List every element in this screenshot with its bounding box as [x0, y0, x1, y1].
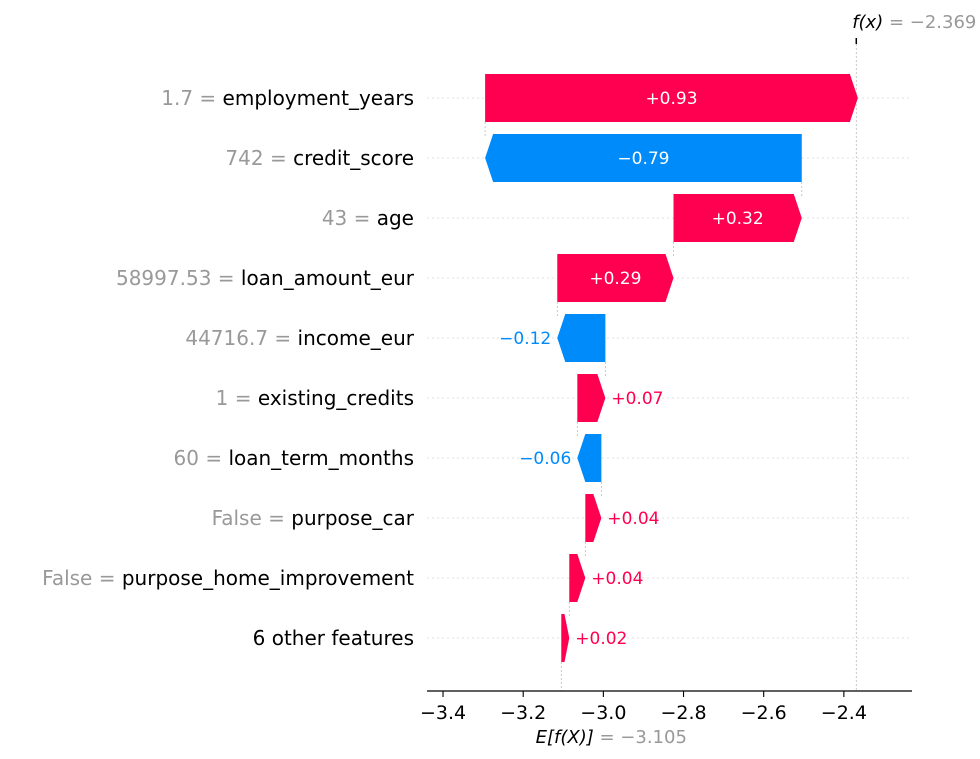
- base-value-text: = −3.105: [594, 727, 687, 748]
- bar-value-label: +0.93: [645, 89, 697, 109]
- feature-value: 44716.7 =: [185, 326, 297, 350]
- feature-name: existing_credits: [258, 386, 414, 410]
- waterfall-bar: [557, 314, 606, 362]
- base-value-label: E[f(X)]: [536, 727, 594, 748]
- waterfall-bar: [485, 74, 858, 122]
- feature-name: employment_years: [223, 86, 414, 110]
- waterfall-bar: [585, 494, 602, 542]
- feature-name: credit_score: [293, 146, 414, 170]
- feature-value: False =: [42, 566, 122, 590]
- bar-value-label: −0.06: [519, 449, 571, 469]
- feature-label: 742 = credit_score: [225, 146, 414, 170]
- feature-label: 60 = loan_term_months: [174, 446, 414, 470]
- feature-label: False = purpose_car: [212, 506, 415, 530]
- connectors: [484, 44, 857, 691]
- x-tick-label: −3.2: [500, 702, 546, 724]
- waterfall-bar: [577, 434, 602, 482]
- waterfall-bar: [485, 134, 802, 182]
- bar-value-label: +0.32: [712, 209, 764, 229]
- bar-value-label: +0.02: [575, 629, 627, 649]
- waterfall-bar: [577, 374, 606, 422]
- feature-name: income_eur: [298, 326, 415, 350]
- base-value-annotation: E[f(X)] = −3.105: [536, 727, 687, 748]
- feature-value: 43 =: [322, 206, 377, 230]
- bar-value-label: −0.79: [617, 149, 669, 169]
- feature-label: 44716.7 = income_eur: [185, 326, 414, 350]
- feature-name: 6 other features: [253, 626, 414, 650]
- feature-label: False = purpose_home_improvement: [42, 566, 414, 590]
- x-tick-label: −3.4: [420, 702, 466, 724]
- feature-value: 1.7 =: [161, 86, 222, 110]
- output-value-label: f(x): [852, 12, 883, 33]
- waterfall-bar: [557, 254, 674, 302]
- bar-value-label: −0.12: [499, 329, 551, 349]
- feature-label: 1.7 = employment_years: [161, 86, 414, 110]
- waterfall-bar: [673, 194, 802, 242]
- bar-value-label: +0.04: [591, 569, 643, 589]
- feature-value: 742 =: [225, 146, 293, 170]
- x-tick-label: −2.8: [660, 702, 706, 724]
- feature-value: False =: [212, 506, 292, 530]
- feature-label: 43 = age: [322, 206, 414, 230]
- feature-value: 1 =: [216, 386, 258, 410]
- feature-labels: 1.7 = employment_years 742 = credit_score…: [42, 86, 415, 650]
- x-tick-label: −2.4: [821, 702, 867, 724]
- feature-label: 6 other features: [253, 626, 414, 650]
- annotations: E[f(X)] = −3.105 f(x) = −2.369: [536, 12, 977, 748]
- feature-label: 58997.53 = loan_amount_eur: [116, 266, 415, 290]
- feature-name: age: [377, 206, 414, 230]
- output-value-text: = −2.369: [883, 12, 976, 33]
- x-axis: −3.4 −3.2 −3.0 −2.8 −2.6 −2.4: [420, 690, 912, 724]
- waterfall-bar: [569, 554, 586, 602]
- bars: +0.93 −0.79 +0.32 +0.29 −0.12 +0.07 −0.06 +0.04…: [485, 74, 858, 662]
- bar-value-label: +0.04: [607, 509, 659, 529]
- feature-name: loan_amount_eur: [241, 266, 415, 290]
- x-tick-label: −2.6: [741, 702, 787, 724]
- feature-name: purpose_car: [291, 506, 415, 530]
- waterfall-bar: [561, 614, 570, 662]
- feature-name: loan_term_months: [228, 446, 414, 470]
- bar-value-label: +0.29: [589, 269, 641, 289]
- feature-value: 60 =: [174, 446, 229, 470]
- output-value-annotation: f(x) = −2.369: [852, 12, 976, 33]
- feature-label: 1 = existing_credits: [216, 386, 414, 410]
- feature-value: 58997.53 =: [116, 266, 241, 290]
- x-tick-label: −3.0: [580, 702, 626, 724]
- feature-name: purpose_home_improvement: [122, 566, 414, 590]
- bar-value-label: +0.07: [611, 389, 663, 409]
